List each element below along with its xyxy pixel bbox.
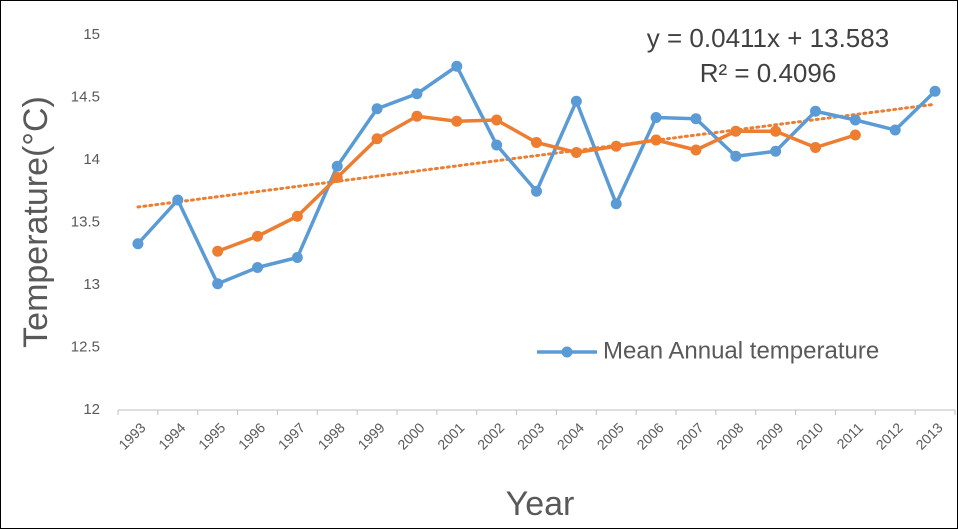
point bbox=[730, 125, 742, 137]
point bbox=[411, 88, 423, 100]
point bbox=[650, 134, 662, 146]
point bbox=[570, 95, 582, 107]
point bbox=[770, 145, 782, 157]
point bbox=[929, 85, 941, 97]
point bbox=[889, 124, 901, 136]
point bbox=[172, 194, 184, 206]
point bbox=[371, 103, 383, 115]
point bbox=[810, 142, 821, 153]
y-axis-title: Temperature(°C) bbox=[17, 96, 55, 348]
point bbox=[291, 252, 303, 263]
legend-label: Mean Annual temperature bbox=[603, 337, 879, 364]
y-tick-label: 12 bbox=[83, 401, 100, 418]
point bbox=[690, 113, 702, 125]
y-tick-label: 13.5 bbox=[71, 213, 100, 230]
point bbox=[849, 129, 861, 141]
point bbox=[331, 160, 343, 172]
point bbox=[610, 198, 622, 210]
point bbox=[570, 147, 582, 158]
point bbox=[212, 278, 224, 290]
point bbox=[770, 125, 782, 137]
point bbox=[411, 110, 423, 122]
point bbox=[212, 245, 224, 257]
x-axis-title: Year bbox=[506, 485, 575, 523]
point bbox=[371, 133, 383, 145]
point bbox=[331, 172, 343, 183]
point bbox=[491, 114, 503, 126]
point bbox=[451, 60, 463, 72]
y-tick-label: 13 bbox=[83, 276, 100, 293]
point bbox=[810, 105, 821, 117]
point bbox=[491, 139, 503, 151]
trendline-equation: y = 0.0411x + 13.583 bbox=[647, 23, 889, 53]
point bbox=[531, 185, 542, 197]
point bbox=[730, 150, 742, 162]
point bbox=[650, 112, 662, 123]
point bbox=[451, 115, 463, 127]
trendline-r-squared: R² = 0.4096 bbox=[700, 58, 837, 88]
point bbox=[291, 210, 303, 222]
point bbox=[132, 238, 144, 250]
point bbox=[531, 137, 542, 148]
point bbox=[252, 262, 263, 273]
point bbox=[849, 114, 861, 126]
trendline bbox=[136, 102, 937, 209]
y-tick-label: 14 bbox=[83, 151, 100, 168]
point bbox=[610, 140, 622, 152]
legend-marker bbox=[561, 346, 573, 358]
y-tick-label: 14.5 bbox=[71, 88, 100, 105]
point bbox=[252, 230, 263, 242]
point bbox=[690, 144, 702, 156]
y-tick-label: 12.5 bbox=[71, 338, 100, 355]
y-tick-label: 15 bbox=[83, 26, 100, 43]
